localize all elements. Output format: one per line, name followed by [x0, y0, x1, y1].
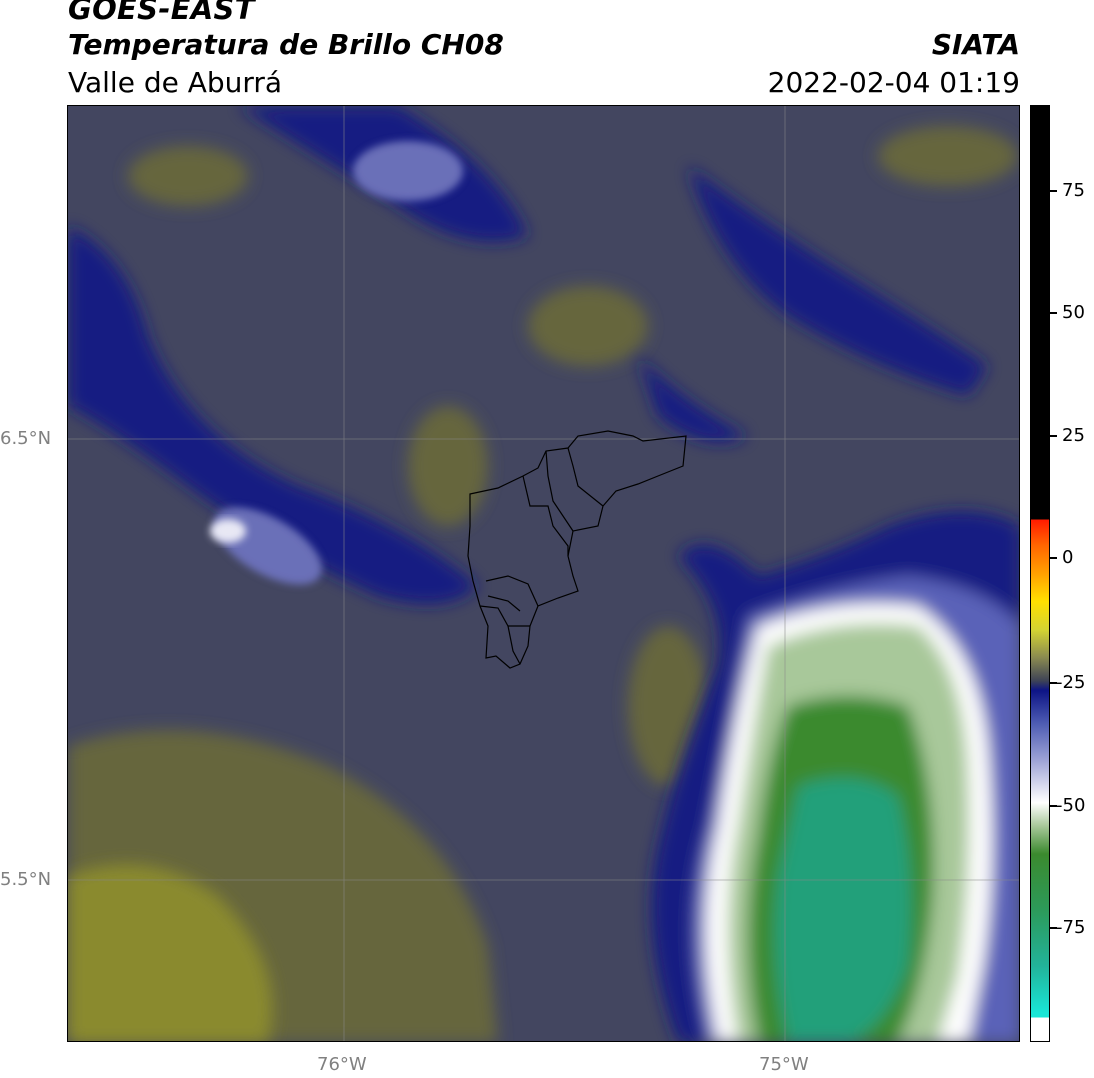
product-source-title: GOES-EAST: [68, 0, 255, 26]
colorbar-tick-label: -75: [1056, 917, 1086, 938]
lat-label-6.5N: 6.5°N: [0, 428, 52, 449]
cold-cloud-peak: [210, 519, 246, 543]
colorbar-tick-mark: [1050, 190, 1057, 192]
colorbar: [1030, 105, 1050, 1042]
graticule: [68, 106, 1019, 1041]
colorbar-tick-mark: [1050, 557, 1057, 559]
colorbar-tick-label: -50: [1056, 795, 1086, 816]
colorbar-tick-mark: [1050, 682, 1057, 684]
region-subtitle: Valle de Aburrá: [68, 66, 283, 99]
colorbar-gradient: [1031, 106, 1049, 1041]
organization-label: SIATA: [931, 28, 1020, 61]
colorbar-tick-mark: [1050, 312, 1057, 314]
convective-storm: [651, 511, 1019, 1041]
colorbar-tick-mark: [1050, 927, 1057, 929]
lat-label-5.5N: 5.5°N: [0, 869, 52, 890]
timestamp-label: 2022-02-04 01:19: [767, 66, 1020, 99]
colorbar-tick-mark: [1050, 435, 1057, 437]
colorbar-tick-label: 0: [1062, 547, 1074, 568]
municipal-boundaries: [467, 430, 687, 669]
lon-label-76W: 76°W: [317, 1054, 367, 1075]
colorbar-tick-label: 25: [1062, 425, 1085, 446]
colorbar-tick-label: -25: [1056, 672, 1086, 693]
colorbar-tick-mark: [1050, 805, 1057, 807]
lon-label-75W: 75°W: [759, 1054, 809, 1075]
colorbar-tick-label: 50: [1062, 302, 1085, 323]
satellite-map[interactable]: [67, 105, 1020, 1042]
product-title: Temperatura de Brillo CH08: [68, 28, 504, 61]
colorbar-tick-label: 75: [1062, 180, 1085, 201]
warm-core: [68, 864, 273, 1041]
